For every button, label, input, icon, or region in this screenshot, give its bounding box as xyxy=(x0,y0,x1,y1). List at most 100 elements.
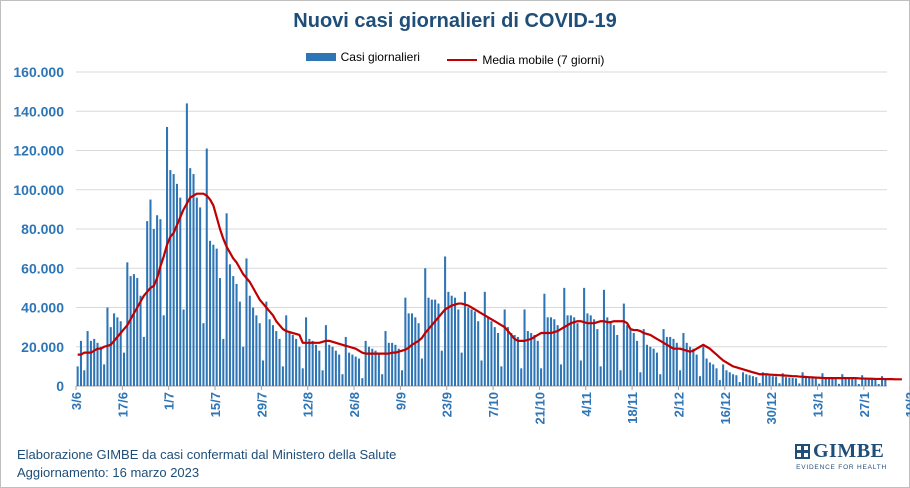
bar xyxy=(685,342,688,386)
bar xyxy=(881,376,884,386)
bar xyxy=(407,313,410,386)
bar xyxy=(341,374,344,386)
bar xyxy=(414,317,417,386)
bar xyxy=(877,384,880,386)
x-tick-label: 18/11 xyxy=(625,392,640,424)
bar xyxy=(556,325,559,386)
bar xyxy=(718,380,721,386)
x-tick-label: 21/10 xyxy=(532,392,547,425)
bar xyxy=(311,340,314,386)
y-tick-label: 80.000 xyxy=(21,221,64,237)
bar xyxy=(142,336,145,386)
bar xyxy=(357,358,361,386)
x-tick-label: 29/7 xyxy=(254,392,269,417)
bar xyxy=(679,370,682,386)
bar xyxy=(202,323,205,386)
bar xyxy=(748,375,751,386)
bar xyxy=(821,373,824,386)
x-tick-label: 10/2 xyxy=(903,392,910,417)
bar xyxy=(460,352,463,386)
bar xyxy=(245,258,248,386)
bar xyxy=(636,340,639,386)
bar xyxy=(622,303,625,386)
y-tick-label: 0 xyxy=(56,378,64,394)
bar xyxy=(655,352,658,386)
bar xyxy=(430,299,433,386)
x-tick-label: 27/1 xyxy=(857,392,872,417)
bar xyxy=(228,264,231,386)
gimbe-logo: GIMBE EVIDENCE FOR HEALTH xyxy=(795,440,887,476)
bar xyxy=(593,319,596,386)
x-tick-label: 13/1 xyxy=(810,392,825,417)
bar xyxy=(629,329,632,386)
bar xyxy=(645,344,649,386)
y-tick-label: 60.000 xyxy=(21,260,64,276)
bar xyxy=(162,315,165,386)
y-tick-label: 120.000 xyxy=(13,143,64,159)
bar xyxy=(179,197,182,386)
bar xyxy=(387,342,390,386)
bar xyxy=(695,354,698,386)
bar xyxy=(652,348,655,386)
bar xyxy=(93,338,96,386)
bar xyxy=(530,333,533,386)
y-tick-label: 160.000 xyxy=(13,64,64,80)
bar xyxy=(540,368,543,386)
bar xyxy=(328,344,331,386)
bar xyxy=(271,325,274,386)
bar xyxy=(410,313,414,386)
bar xyxy=(520,368,523,386)
bar xyxy=(103,364,106,386)
bar xyxy=(199,207,202,386)
y-tick-label: 140.000 xyxy=(13,103,64,119)
bar xyxy=(854,379,857,386)
bar xyxy=(765,375,768,386)
bar xyxy=(195,197,198,386)
bar xyxy=(450,295,453,386)
bar xyxy=(649,346,652,386)
bar xyxy=(533,334,536,386)
gimbe-logo-icon xyxy=(795,444,810,459)
bar xyxy=(437,303,440,386)
bar xyxy=(583,287,586,386)
bar xyxy=(212,244,215,386)
bar xyxy=(682,333,685,386)
bar xyxy=(384,331,387,386)
bar xyxy=(864,378,867,386)
bar xyxy=(136,278,139,386)
bar xyxy=(715,368,718,386)
legend-swatch-line xyxy=(447,59,478,61)
legend-item-line: Media mobile (7 giorni) xyxy=(447,53,604,67)
bar xyxy=(377,352,380,386)
bar xyxy=(768,375,771,386)
bar xyxy=(523,309,526,386)
bar xyxy=(586,313,589,386)
bar xyxy=(526,331,529,386)
bar xyxy=(394,344,397,386)
bar xyxy=(814,378,817,386)
bar xyxy=(132,274,135,386)
bar xyxy=(705,358,708,386)
bar xyxy=(639,372,642,386)
bar xyxy=(758,383,761,386)
bar xyxy=(331,346,334,386)
bar xyxy=(831,377,834,386)
y-tick-label: 40.000 xyxy=(21,300,64,316)
bar xyxy=(404,297,407,386)
bar xyxy=(751,376,754,386)
bar xyxy=(785,377,788,386)
bar xyxy=(569,315,572,386)
bar xyxy=(268,319,271,386)
bar xyxy=(344,336,347,386)
bar xyxy=(576,323,579,386)
bar xyxy=(367,346,370,386)
bar xyxy=(159,219,162,386)
bar xyxy=(506,327,510,386)
bar xyxy=(722,364,725,386)
bar xyxy=(291,334,294,386)
bar xyxy=(609,321,612,386)
bar xyxy=(192,174,195,386)
x-tick-label: 15/7 xyxy=(208,392,223,417)
bar xyxy=(632,333,635,386)
